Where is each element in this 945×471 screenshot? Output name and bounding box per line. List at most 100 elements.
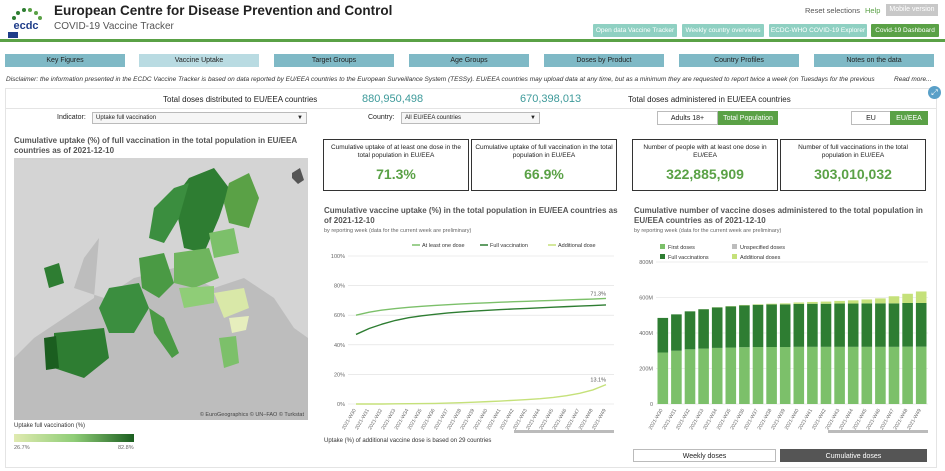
- bar: [711, 307, 723, 348]
- legend-swatch: [732, 254, 737, 259]
- legend-swatch: [660, 244, 665, 249]
- kpi-people-one-dose: Number of people with at least one dose …: [632, 139, 778, 191]
- country-greece: [219, 336, 239, 368]
- bar: [861, 346, 873, 404]
- bar: [779, 304, 791, 348]
- bar: [684, 349, 696, 404]
- y-tick-label: 600M: [639, 296, 653, 302]
- tab-vaccine-uptake[interactable]: Vaccine Uptake: [139, 54, 259, 67]
- legend-entry: Additional dose: [558, 243, 596, 249]
- country-poland: [174, 248, 219, 288]
- tab-age-groups[interactable]: Age Groups: [409, 54, 529, 67]
- y-tick-label: 20%: [334, 372, 345, 378]
- country-italy: [149, 308, 179, 358]
- bar: [752, 304, 764, 305]
- weekly-overviews-button[interactable]: Weekly country overviews: [682, 24, 764, 37]
- y-tick-label: 200M: [639, 367, 653, 373]
- y-tick-label: 100%: [331, 254, 345, 260]
- legend-entry: Full vaccination: [490, 243, 528, 249]
- bar: [888, 296, 900, 304]
- cumulative-doses-button[interactable]: Cumulative doses: [780, 449, 927, 462]
- adults-toggle[interactable]: Adults 18+: [657, 111, 718, 125]
- main-panel: [5, 88, 937, 468]
- y-tick-label: 0: [650, 402, 653, 408]
- header: ecdc European Centre for Disease Prevent…: [0, 0, 945, 42]
- bar: [847, 346, 859, 404]
- bar: [902, 346, 913, 404]
- y-tick-label: 0%: [337, 402, 345, 408]
- expand-icon[interactable]: ⤢: [928, 86, 941, 99]
- y-tick-label: 60%: [334, 313, 345, 319]
- data-label: 71.3%: [590, 291, 606, 297]
- scrollbar: [828, 430, 928, 433]
- bar: [834, 303, 845, 347]
- covid-dashboard-button[interactable]: Covid-19 Dashboard: [871, 24, 939, 37]
- bar: [711, 347, 723, 404]
- tab-target-groups[interactable]: Target Groups: [274, 54, 394, 67]
- bar: [793, 302, 805, 304]
- tab-country-profiles[interactable]: Country Profiles: [679, 54, 799, 67]
- bar: [698, 309, 709, 349]
- legend-min: 26.7%: [14, 445, 30, 451]
- bar: [807, 303, 818, 347]
- reset-selections-link[interactable]: Reset selections: [805, 6, 861, 15]
- home-icon: [292, 168, 304, 184]
- country-romania: [214, 288, 249, 318]
- country-select[interactable]: All EU/EEA countries ▼: [401, 112, 540, 124]
- tab-doses-by-product[interactable]: Doses by Product: [544, 54, 664, 67]
- bar: [739, 347, 750, 404]
- country-sweden: [174, 168, 229, 253]
- org-title: European Centre for Disease Prevention a…: [54, 3, 393, 18]
- country-central: [179, 286, 214, 308]
- legend-entry: Unspecified doses: [740, 245, 785, 251]
- legend-max: 82.8%: [118, 445, 134, 451]
- kpi-full-vaccination: Cumulative uptake of full vaccination in…: [471, 139, 617, 191]
- bar: [834, 346, 845, 404]
- bar-chart-subtitle: by reporting week (data for the current …: [634, 228, 782, 234]
- country-portugal: [44, 336, 59, 370]
- tab-key-figures[interactable]: Key Figures: [5, 54, 125, 67]
- ecdc-who-explorer-button[interactable]: ECDC-WHO COVID-19 Explorer: [769, 24, 867, 37]
- country-france: [99, 283, 149, 333]
- line-chart-footnote: Uptake (%) of additional vaccine dose is…: [324, 438, 492, 444]
- europe-map[interactable]: © EuroGeographics © UN–FAO © Turkstat: [14, 158, 308, 420]
- eu-toggle[interactable]: EU: [851, 111, 891, 125]
- country-baltics: [209, 228, 239, 258]
- total-population-toggle[interactable]: Total Population: [718, 111, 778, 125]
- series-line-0: [355, 297, 607, 316]
- bar: [847, 303, 859, 347]
- indicator-select[interactable]: Uptake full vaccination ▼: [92, 112, 307, 124]
- weekly-doses-button[interactable]: Weekly doses: [633, 449, 776, 462]
- app-subtitle: COVID-19 Vaccine Tracker: [54, 21, 174, 32]
- open-data-button[interactable]: Open data Vaccine Tracker: [593, 24, 677, 37]
- bar: [793, 346, 805, 404]
- bar: [861, 299, 873, 304]
- bar: [671, 314, 682, 351]
- chevron-down-icon: ▼: [297, 115, 303, 121]
- legend-gradient: [14, 434, 134, 442]
- bar: [847, 300, 859, 304]
- read-more-link[interactable]: Read more...: [894, 76, 932, 83]
- series-line-1: [355, 304, 607, 336]
- bar: [725, 306, 737, 348]
- bar: [766, 347, 777, 404]
- legend-title: Uptake full vaccination (%): [14, 423, 86, 429]
- y-tick-label: 800M: [639, 260, 653, 266]
- y-tick-label: 400M: [639, 331, 653, 337]
- data-label: 13.1%: [590, 378, 606, 384]
- bar: [657, 317, 669, 353]
- mobile-version-button[interactable]: Mobile version: [886, 4, 938, 16]
- bar: [807, 346, 818, 404]
- bar: [915, 303, 927, 347]
- legend-entry: First doses: [668, 245, 695, 251]
- disclaimer: Disclaimer: the information presented in…: [6, 76, 875, 83]
- country-finland: [224, 173, 259, 228]
- scrollbar: [514, 430, 614, 433]
- help-link[interactable]: Help: [865, 6, 881, 15]
- legend-entry: Full vaccinations: [668, 255, 709, 261]
- total-distributed-label: Total doses distributed to EU/EEA countr…: [163, 95, 318, 104]
- eueea-toggle[interactable]: EU/EEA: [890, 111, 928, 125]
- series-line-2: [356, 383, 607, 405]
- tab-notes[interactable]: Notes on the data: [814, 54, 934, 67]
- bar: [875, 303, 886, 347]
